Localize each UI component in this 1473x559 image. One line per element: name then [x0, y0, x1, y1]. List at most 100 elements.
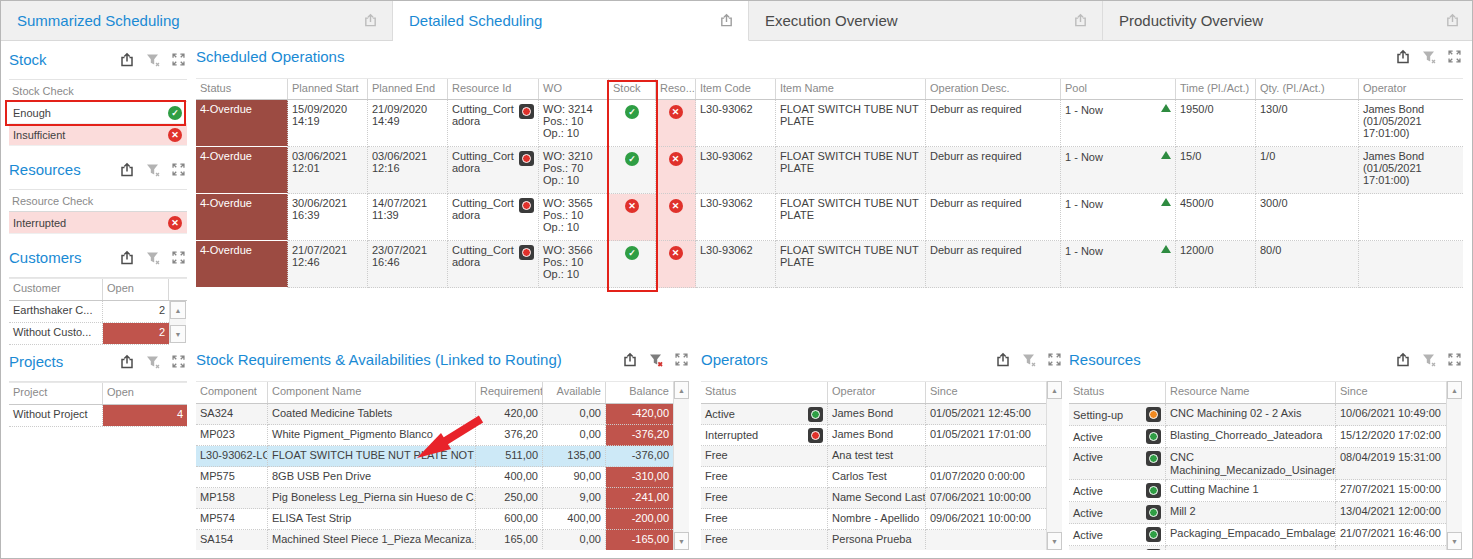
column-header[interactable]: Qty. (Pl./Act.)	[1256, 79, 1359, 99]
column-header[interactable]: Planned Start	[288, 79, 368, 99]
table-row[interactable]: Active James Bond 01/05/2021 12:45:00	[701, 404, 1046, 425]
column-header[interactable]: Requirement	[476, 382, 543, 403]
export-icon[interactable]	[1445, 13, 1460, 28]
expand-icon[interactable]	[170, 353, 187, 370]
tab-execution-overview[interactable]: Execution Overview	[749, 1, 1103, 41]
table-row[interactable]: MP574 ELISA Test Strip 600,00 400,00 -20…	[196, 509, 673, 530]
scroll-up-button[interactable]: ▲	[1447, 381, 1462, 399]
scroll-down-button[interactable]: ▼	[674, 532, 689, 550]
column-header[interactable]: Balance	[606, 382, 673, 403]
column-header[interactable]: Pool	[1061, 79, 1176, 99]
table-row[interactable]: Setting-up CNC Machining 02 - 2 Axis 10/…	[1069, 404, 1446, 426]
table-row[interactable]: Active CNC Machining_Mecanizado_Usinagem…	[1069, 448, 1446, 480]
clear-filter-icon[interactable]	[144, 249, 161, 266]
table-row[interactable]: MP023 White Pigment_Pigmento Blanco 376,…	[196, 425, 673, 446]
scroll-down-button[interactable]: ▼	[170, 325, 186, 343]
clear-filter-icon[interactable]	[144, 51, 161, 68]
table-row[interactable]: MP158 Pig Boneless Leg_Pierna sin Hueso …	[196, 488, 673, 509]
table-row[interactable]: Active Blasting_Chorreado_Jateadora 15/1…	[1069, 426, 1446, 448]
table-row[interactable]: Without Project 4	[9, 405, 187, 427]
export-icon[interactable]	[1394, 351, 1411, 368]
clear-filter-icon[interactable]	[144, 353, 161, 370]
expand-icon[interactable]	[673, 351, 690, 368]
column-header[interactable]: Available	[543, 382, 606, 403]
column-header[interactable]: Operation Desc.	[926, 79, 1061, 99]
tab-detailed-scheduling[interactable]: Detailed Scheduling	[393, 1, 749, 41]
clear-filter-icon[interactable]	[1420, 48, 1437, 65]
export-icon[interactable]	[118, 161, 135, 178]
table-row[interactable]: Active Cutting Machine 1 27/07/2021 15:0…	[1069, 480, 1446, 502]
column-header[interactable]: Item Code	[696, 79, 776, 99]
export-icon[interactable]	[118, 249, 135, 266]
column-header[interactable]: Project	[9, 383, 103, 404]
scroll-up-button[interactable]: ▲	[170, 301, 186, 319]
scrollbar[interactable]: ▲ ▼	[673, 381, 689, 550]
column-header[interactable]: Open	[103, 279, 169, 300]
column-header[interactable]: Status	[196, 79, 288, 99]
resource-filter-interrupted[interactable]: Interrupted ✕	[9, 212, 187, 234]
table-row[interactable]: 4-Overdue 03/06/2021 12:01 03/06/2021 12…	[196, 147, 1463, 194]
scrollbar[interactable]: ▲ ▼	[1046, 381, 1062, 550]
expand-icon[interactable]	[1446, 48, 1463, 65]
table-row[interactable]: MP575 8GB USB Pen Drive 400,00 90,00 -31…	[196, 467, 673, 488]
export-icon[interactable]	[994, 351, 1011, 368]
clear-filter-icon[interactable]	[1420, 351, 1437, 368]
export-icon[interactable]	[719, 13, 734, 28]
column-header[interactable]: Item Name	[776, 79, 926, 99]
scroll-up-button[interactable]: ▲	[1047, 381, 1062, 399]
column-header[interactable]: Component	[196, 382, 268, 403]
export-icon[interactable]	[1394, 48, 1411, 65]
export-icon[interactable]	[363, 13, 378, 28]
stock-filter-insufficient[interactable]: Insufficient ✕	[9, 124, 187, 146]
column-header[interactable]: Resource Id	[448, 79, 539, 99]
expand-icon[interactable]	[170, 51, 187, 68]
table-row[interactable]: Active Mill 2 13/04/2021 12:00:00	[1069, 502, 1446, 524]
table-row[interactable]: 4-Overdue 30/06/2021 16:39 14/07/2021 11…	[196, 194, 1463, 241]
column-header[interactable]: Status	[701, 382, 828, 403]
expand-icon[interactable]	[170, 249, 187, 266]
table-row[interactable]: Free Carlos Test 01/07/2020 0:00:00	[701, 467, 1046, 488]
table-row[interactable]: Active Printing Machine 02 26/03/2019 0:…	[1069, 546, 1446, 550]
table-row[interactable]: Active Packaging_Empacado_Embalagem 21/0…	[1069, 524, 1446, 546]
table-row[interactable]: SA324 Coated Medicine Tablets 420,00 0,0…	[196, 404, 673, 425]
column-header[interactable]: Operator	[828, 382, 926, 403]
scrollbar[interactable]: ▲ ▼	[1446, 381, 1462, 550]
scroll-up-button[interactable]: ▲	[674, 381, 689, 399]
clear-filter-icon[interactable]	[144, 161, 161, 178]
column-header[interactable]: Since	[1336, 382, 1446, 403]
table-row[interactable]: Without Custo... 2	[9, 323, 169, 345]
table-row[interactable]: Free Persona Prueba	[701, 530, 1046, 550]
column-header[interactable]: Open	[103, 383, 187, 404]
tab-productivity-overview[interactable]: Productivity Overview	[1103, 1, 1473, 41]
table-row[interactable]: Free Nombre - Apellido 09/06/2021 10:00:…	[701, 509, 1046, 530]
scrollbar[interactable]: ▲ ▼	[169, 301, 186, 343]
table-row[interactable]: Earthshaker C... 2	[9, 301, 169, 323]
tab-summarized-scheduling[interactable]: Summarized Scheduling	[1, 1, 393, 41]
column-header[interactable]: Resource Name	[1166, 382, 1336, 403]
export-icon[interactable]	[1073, 13, 1088, 28]
expand-icon[interactable]	[1446, 351, 1463, 368]
column-header[interactable]: WO	[539, 79, 609, 99]
column-header[interactable]: Since	[926, 382, 1046, 403]
export-icon[interactable]	[118, 353, 135, 370]
column-header[interactable]: Status	[1069, 382, 1166, 403]
column-header[interactable]: Planned End	[368, 79, 448, 99]
scroll-down-button[interactable]: ▼	[1447, 532, 1462, 550]
column-header[interactable]: Stock Check	[9, 80, 187, 102]
column-header[interactable]: Operator	[1359, 79, 1463, 99]
table-row[interactable]: SA154 Machined Steel Piece 1_Pieza Mecan…	[196, 530, 673, 550]
table-row[interactable]: 4-Overdue 21/07/2021 12:46 23/07/2021 16…	[196, 241, 1463, 288]
column-header[interactable]: Component Name	[268, 382, 476, 403]
export-icon[interactable]	[118, 51, 135, 68]
column-header[interactable]: Reso...	[656, 79, 696, 99]
expand-icon[interactable]	[170, 161, 187, 178]
expand-icon[interactable]	[1046, 351, 1063, 368]
table-row[interactable]: 4-Overdue 15/09/2020 14:19 21/09/2020 14…	[196, 100, 1463, 147]
column-header[interactable]: Stock	[609, 79, 656, 99]
clear-filter-active-icon[interactable]	[647, 351, 664, 368]
export-icon[interactable]	[621, 351, 638, 368]
table-row[interactable]: Interrupted James Bond 01/05/2021 17:01:…	[701, 425, 1046, 446]
clear-filter-icon[interactable]	[1020, 351, 1037, 368]
column-header[interactable]: Resource Check	[9, 190, 187, 212]
table-row-selected[interactable]: L30-93062-LC FLOAT SWITCH TUBE NUT PLATE…	[196, 446, 673, 467]
